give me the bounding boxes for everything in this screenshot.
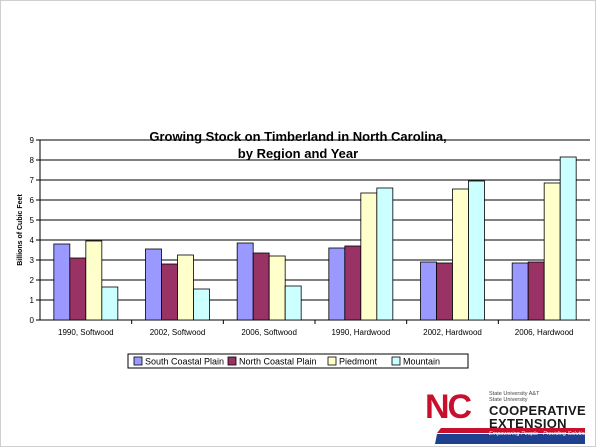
legend-swatch: [133, 356, 143, 366]
bar-north-coastal-plain-1: [161, 263, 178, 321]
y-axis-label: Billions of Cubic Feet: [17, 194, 24, 266]
chart-title-line-2: by Region and Year: [237, 146, 359, 161]
x-tick-label: 2006, Softwood: [241, 328, 297, 337]
bar-north-coastal-plain-4: [436, 262, 453, 321]
bar-piedmont-1: [177, 254, 194, 321]
bar-mountain-0: [101, 286, 119, 321]
legend-label: Mountain: [403, 357, 440, 367]
bar-piedmont-5: [543, 182, 561, 321]
legend-label: South Coastal Plain: [145, 357, 224, 367]
y-tick-label: 9: [30, 136, 35, 145]
y-tick-label: 3: [30, 256, 35, 265]
y-tick-label: 6: [30, 196, 35, 205]
x-tick-label: 1990, Hardwood: [331, 328, 390, 337]
bar-mountain-1: [193, 288, 210, 321]
bar-south-coastal-plain-2: [236, 242, 254, 321]
bar-south-coastal-plain-0: [53, 243, 71, 321]
bar-mountain-4: [468, 180, 485, 321]
bar-piedmont-4: [452, 188, 469, 321]
bar-mountain-3: [376, 187, 394, 321]
logo-university-text: State University A&T State University: [489, 391, 540, 403]
legend-swatch: [227, 356, 237, 366]
bar-mountain-5: [559, 156, 577, 321]
y-tick-label: 5: [30, 216, 35, 225]
y-tick-label: 8: [30, 156, 35, 165]
x-tick-label: 2002, Hardwood: [423, 328, 482, 337]
bar-piedmont-0: [85, 240, 103, 321]
legend-box: [127, 353, 469, 369]
bar-north-coastal-plain-2: [252, 252, 270, 321]
x-tick-label: 1990, Softwood: [58, 328, 114, 337]
legend-label: Piedmont: [339, 357, 378, 367]
bar-north-coastal-plain-5: [527, 261, 545, 321]
bar-south-coastal-plain-3: [328, 247, 346, 321]
legend-swatch: [327, 356, 337, 366]
y-tick-label: 4: [30, 236, 35, 245]
nc-cooperative-extension-logo: NC State University A&T State University…: [423, 388, 590, 444]
legend-label: North Coastal Plain: [239, 357, 317, 367]
x-tick-label: 2002, Softwood: [150, 328, 206, 337]
bar-mountain-2: [284, 285, 302, 321]
logo-tagline: Empowering People · Providing Solutions: [489, 431, 591, 437]
bar-south-coastal-plain-5: [511, 262, 529, 321]
bar-south-coastal-plain-1: [145, 248, 162, 321]
bar-piedmont-3: [360, 192, 378, 321]
bar-north-coastal-plain-0: [69, 257, 87, 321]
logo-mark: NC: [425, 388, 472, 426]
logo-stripes-icon: [435, 428, 585, 444]
y-tick-label: 7: [30, 176, 35, 185]
bar-south-coastal-plain-4: [420, 261, 437, 321]
y-tick-label: 2: [30, 276, 35, 285]
y-tick-label: 1: [30, 296, 35, 305]
logo-line-2: EXTENSION: [489, 416, 567, 431]
x-tick-label: 2006, Hardwood: [515, 328, 574, 337]
legend-swatch: [391, 356, 401, 366]
bar-north-coastal-plain-3: [344, 245, 362, 321]
y-tick-label: 0: [30, 316, 35, 325]
logo-line-1: COOPERATIVE: [489, 403, 586, 418]
bar-piedmont-2: [268, 255, 286, 321]
